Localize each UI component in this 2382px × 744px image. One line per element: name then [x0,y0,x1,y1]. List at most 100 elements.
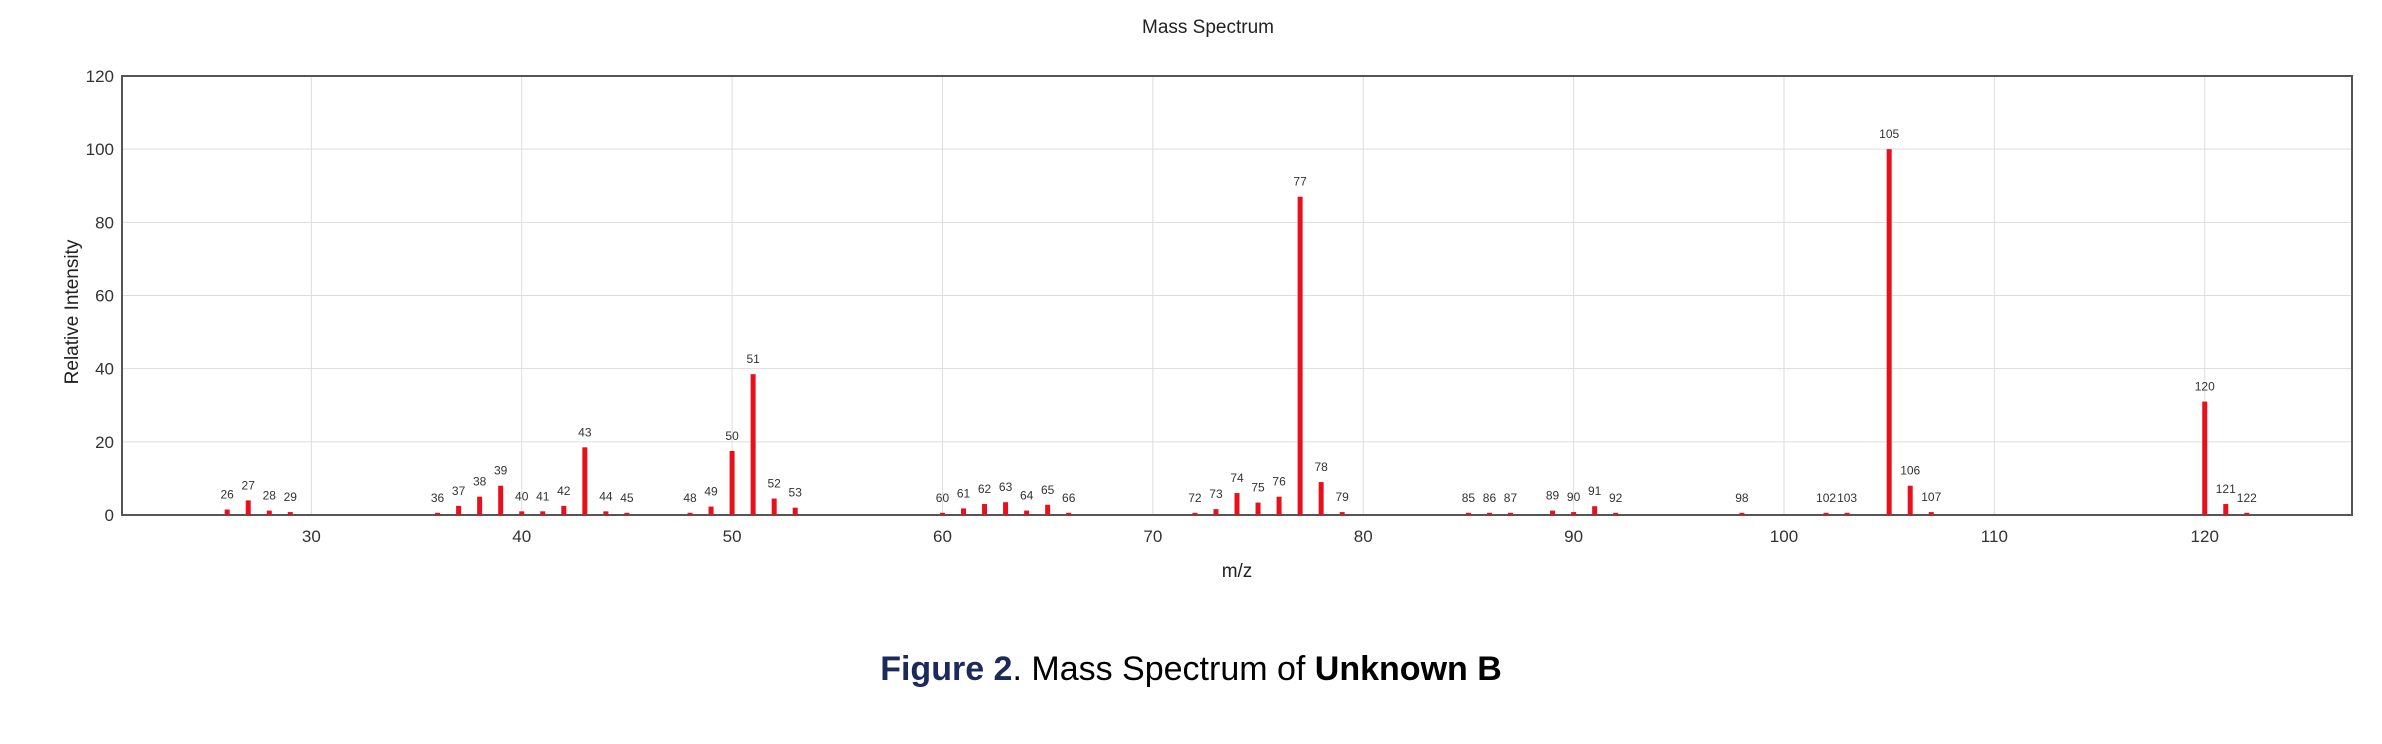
peak-label: 121 [2216,482,2236,496]
peak-label: 87 [1504,491,1518,505]
spectrum-bar [708,506,714,515]
peak-label: 48 [683,491,697,505]
peak-label: 44 [599,489,613,503]
spectrum-bar [1507,512,1513,515]
peak-label: 120 [2195,380,2215,394]
spectrum-bar [624,512,630,515]
peak-label: 91 [1588,484,1602,498]
x-tick-label: 50 [723,527,742,546]
peak-label: 61 [957,486,971,500]
peak-label: 51 [746,352,760,366]
peak-label: 107 [1921,490,1941,504]
spectrum-bar [939,512,945,515]
y-tick-label: 100 [86,140,114,159]
peak-label: 42 [557,484,571,498]
peak-label: 43 [578,425,592,439]
peak-label: 73 [1209,487,1223,501]
peak-label: 49 [704,485,718,499]
x-tick-label: 90 [1564,527,1583,546]
peak-label: 76 [1272,475,1286,489]
peak-label: 52 [767,477,781,491]
spectrum-bar [1213,509,1219,515]
spectrum-bar [287,512,293,515]
spectrum-bar [1550,510,1556,515]
peak-label: 102 [1816,491,1836,505]
peak-labels: 26 27 28 29 36 37 38 39 40 41 42 43 44 45 48 49 50 51 52 53… [221,127,2258,505]
spectrum-bars [224,149,2250,515]
spectrum-bar [1465,512,1471,515]
peak-label: 53 [789,486,803,500]
x-tick-label: 120 [2191,527,2219,546]
x-tick-label: 60 [933,527,952,546]
spectrum-bar [1823,512,1829,515]
peak-label: 37 [452,484,466,498]
peak-label: 60 [936,491,950,505]
x-tick-label: 100 [1770,527,1798,546]
spectrum-bar [687,512,693,515]
y-tick-label: 20 [95,433,114,452]
spectrum-bar [1907,485,1913,515]
spectrum-bar [792,507,798,515]
peak-label: 98 [1735,491,1749,505]
peak-label: 28 [263,489,277,503]
spectrum-bar [456,505,462,515]
peak-label: 27 [242,478,256,492]
spectrum-bar [750,374,756,515]
spectrum-bar [2244,512,2250,515]
spectrum-bar [477,496,483,515]
y-tick-label: 120 [86,67,114,86]
peak-label: 64 [1020,489,1034,503]
caption-text: Mass Spectrum of [1031,650,1315,688]
peak-label: 38 [473,475,487,489]
x-axis: 30 40 50 60 70 80 90 100 110 120 [302,527,2219,546]
y-tick-label: 80 [95,213,114,232]
grid-lines [122,76,2352,515]
spectrum-bar [435,512,441,515]
spectrum-bar [1066,512,1072,515]
spectrum-bar [540,511,546,515]
y-axis-title: Relative Intensity [62,239,83,384]
spectrum-bar [2202,401,2208,515]
x-axis-title: m/z [1222,561,1253,582]
spectrum-bar [1318,482,1324,515]
mass-spectrum-chart: Mass Spectrum 0 20 40 60 80 100 120 30 40 50 60 70… [62,17,2353,582]
spectrum-bar [1613,512,1619,515]
peak-label: 36 [431,491,445,505]
spectrum-bar [1928,512,1934,515]
chart-title: Mass Spectrum [1142,17,1274,38]
spectrum-bar [2223,504,2229,515]
spectrum-bar [1339,512,1345,515]
peak-label: 41 [536,489,550,503]
y-tick-label: 60 [95,287,114,306]
peak-label: 79 [1336,490,1350,504]
spectrum-bar [1844,512,1850,515]
spectrum-bar [729,450,735,515]
spectrum-bar [1297,196,1303,515]
peak-label: 63 [999,480,1013,494]
spectrum-bar [1045,504,1051,515]
spectrum-bar [498,485,504,515]
x-tick-label: 110 [1981,527,2008,546]
peak-label: 105 [1879,127,1899,141]
peak-label: 66 [1062,491,1076,505]
peak-label: 75 [1251,481,1265,495]
caption-separator: . [1012,650,1032,688]
peak-label: 103 [1837,491,1857,505]
spectrum-bar [224,509,230,515]
spectrum-bar [1592,506,1598,515]
peak-label: 62 [978,482,992,496]
spectrum-bar [582,447,588,515]
peak-label: 89 [1546,489,1560,503]
spectrum-bar [982,504,988,515]
figure-caption: Figure 2. Mass Spectrum of Unknown B [0,650,2382,689]
spectrum-bar [245,500,251,515]
peak-label: 26 [221,488,235,502]
x-tick-label: 40 [512,527,531,546]
peak-label: 39 [494,464,508,478]
spectrum-bar [1739,512,1745,515]
peak-label: 72 [1188,491,1202,505]
spectrum-bar [1276,496,1282,515]
peak-label: 90 [1567,490,1581,504]
y-axis: 0 20 40 60 80 100 120 [86,67,114,525]
peak-label: 122 [2237,491,2257,505]
